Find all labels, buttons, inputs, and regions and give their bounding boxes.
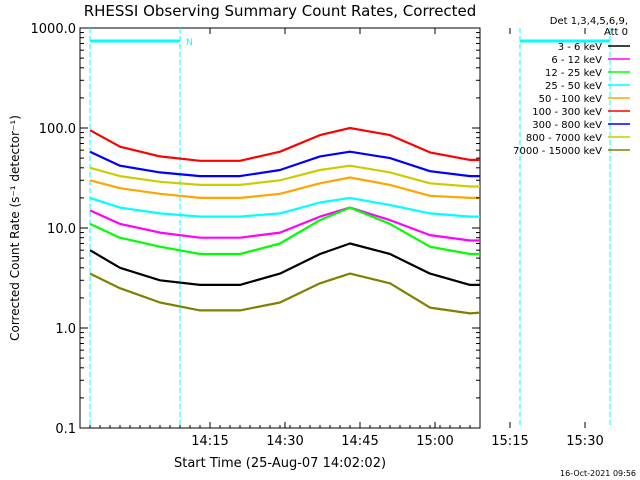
series-line [89,242,480,286]
legend-label: 300 - 800 keV [532,120,602,131]
y-tick-label: 1000.0 [31,22,77,37]
x-tick-label: 15:00 [416,434,453,449]
x-tick-label: 15:15 [491,434,528,449]
series-line [89,126,480,162]
series-line [89,206,480,256]
series-line [89,196,480,218]
x-axis-label: Start Time (25-Aug-07 14:02:02) [174,456,386,471]
y-tick-label: 10.0 [47,222,76,237]
night-interval-markers: N [89,28,611,428]
y-tick-label: 100.0 [39,122,76,137]
y-tick-label: 0.1 [55,422,76,437]
x-tick-label: 14:30 [266,434,303,449]
legend-header: Det 1,3,4,5,6,9, [550,16,628,27]
timestamp-footer: 16-Oct-2021 09:56 [560,469,636,478]
y-tick-label: 1.0 [55,322,76,337]
chart-title: RHESSI Observing Summary Count Rates, Co… [84,2,477,20]
legend-label: 100 - 300 keV [532,107,602,118]
series-line [89,164,480,188]
legend-header: Att 0 [604,27,628,38]
x-tick-label: 14:45 [341,434,378,449]
series-line [89,272,480,315]
x-tick-label: 14:15 [191,434,228,449]
y-axis-label: Corrected Count Rate (s⁻¹ detector⁻¹) [8,115,22,341]
x-tick-label: 15:30 [566,434,603,449]
axes: 14:15 14:30 14:45 15:00 15:15 15:30 0.1 1.0 10.0… [31,22,604,449]
series-line [89,150,480,178]
series-line [89,206,480,242]
legend-label: 25 - 50 keV [545,81,602,92]
night-label: N [186,38,193,48]
series-layer [89,126,480,315]
legend-label: 7000 - 15000 keV [513,146,602,157]
legend-label: 3 - 6 keV [558,42,602,53]
legend: Det 1,3,4,5,6,9,Att 03 - 6 keV 6 - 12 keV… [513,16,630,157]
legend-label: 6 - 12 keV [551,55,602,66]
legend-label: 50 - 100 keV [539,94,603,105]
series-line [89,176,480,199]
legend-label: 800 - 7000 keV [526,133,602,144]
legend-label: 12 - 25 keV [545,68,602,79]
